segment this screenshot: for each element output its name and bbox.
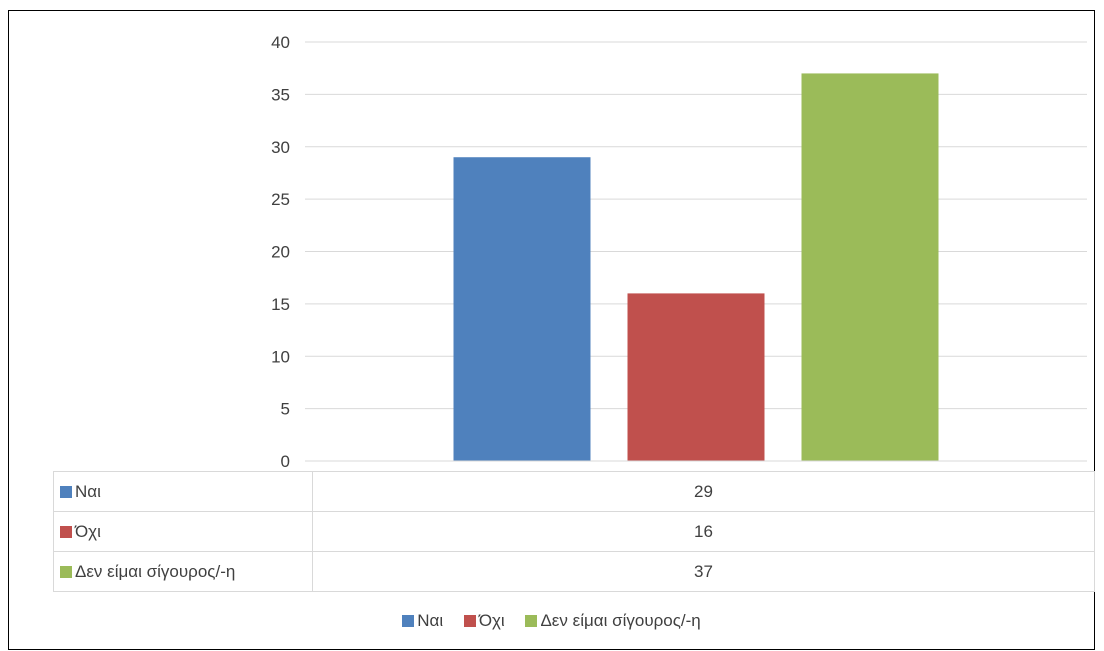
y-tick-label: 20 <box>271 243 290 262</box>
table-row-value: 16 <box>312 511 1095 552</box>
y-axis-ticks: 0 5 10 15 20 25 30 35 40 <box>271 33 290 471</box>
chart-frame: 0 5 10 15 20 25 30 35 40 Ναι 29 Όχι 16 Δεν είμαι… <box>8 10 1095 650</box>
table-row-label-text: Όχι <box>75 521 101 541</box>
table-row-value: 37 <box>312 551 1095 592</box>
legend-swatch-icon <box>402 615 415 627</box>
table-row-label: Όχι <box>53 511 313 552</box>
legend-label: Δεν είμαι σίγουρος/-η <box>540 611 701 630</box>
y-tick-label: 0 <box>281 452 290 471</box>
y-tick-label: 25 <box>271 190 290 209</box>
plot-area: 0 5 10 15 20 25 30 35 40 <box>271 33 1087 471</box>
legend-swatch-icon <box>60 565 72 578</box>
y-tick-label: 35 <box>271 85 290 104</box>
y-tick-label: 5 <box>281 400 290 419</box>
bar-1 <box>627 293 765 461</box>
table-row: Όχι 16 <box>53 511 1095 552</box>
bar-0 <box>453 157 591 461</box>
table-row: Δεν είμαι σίγουρος/-η 37 <box>53 551 1095 592</box>
y-tick-label: 30 <box>271 138 290 157</box>
y-tick-label: 15 <box>271 295 290 314</box>
table-row-value: 29 <box>312 471 1095 512</box>
table-row-label-text: Ναι <box>75 481 101 501</box>
legend-label: Ναι <box>417 611 444 630</box>
legend-swatch-icon <box>525 615 538 627</box>
table-row-label: Δεν είμαι σίγουρος/-η <box>53 551 313 592</box>
table-row-label: Ναι <box>53 471 313 512</box>
bars <box>453 73 939 462</box>
y-tick-label: 10 <box>271 347 290 366</box>
legend-swatch-icon <box>60 525 72 538</box>
table-row-label-text: Δεν είμαι σίγουρος/-η <box>75 561 236 581</box>
legend-item-den-eimai-sigouros: Δεν είμαι σίγουρος/-η <box>525 611 701 631</box>
legend-label: Όχι <box>478 611 505 630</box>
legend-item-nai: Ναι <box>402 611 443 631</box>
legend-swatch-icon <box>60 485 72 498</box>
table-row: Ναι 29 <box>53 471 1095 512</box>
y-tick-label: 40 <box>271 33 290 52</box>
data-table: Ναι 29 Όχι 16 Δεν είμαι σίγουρος/-η 37 <box>53 471 1095 592</box>
legend: Ναι Όχι Δεν είμαι σίγουρος/-η <box>9 611 1094 631</box>
bar-2 <box>801 73 939 462</box>
legend-item-ochi: Όχι <box>463 611 505 631</box>
legend-swatch-icon <box>463 615 476 627</box>
